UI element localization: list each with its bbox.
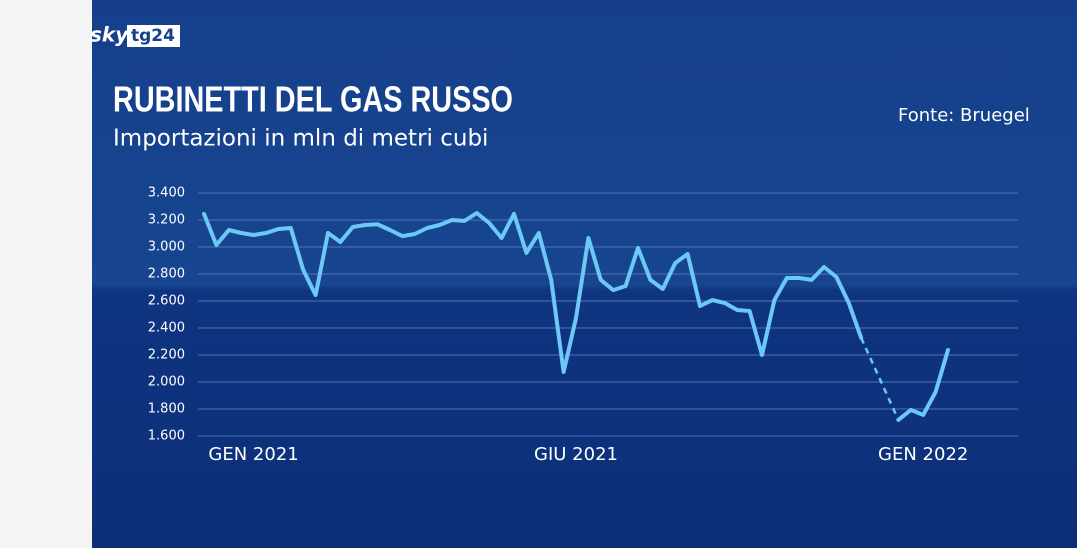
chart-title: RUBINETTI DEL GAS RUSSO: [113, 79, 513, 120]
y-tick-label: 2.200: [148, 348, 185, 363]
logo-brand: sky: [90, 23, 129, 47]
y-tick-label: 1.600: [148, 429, 185, 444]
y-tick-label: 2.000: [148, 375, 185, 390]
logo-channel: tg24: [131, 26, 175, 46]
y-tick-label: 2.800: [148, 267, 185, 282]
source: Fonte: Bruegel: [898, 105, 1030, 126]
y-tick-label: 3.200: [148, 213, 185, 228]
x-tick-label: GEN 2021: [208, 444, 298, 465]
x-tick-label: GEN 2022: [878, 444, 968, 465]
y-tick-label: 2.600: [148, 294, 185, 309]
y-tick-label: 2.400: [148, 321, 185, 336]
x-tick-label: GIU 2021: [534, 444, 618, 465]
data-line: [896, 348, 950, 422]
y-tick-label: 3.400: [148, 186, 185, 201]
y-tick-label: 1.800: [148, 402, 185, 417]
logo-box: [127, 25, 180, 47]
gap-bridge: [860, 337, 900, 421]
data-line: [202, 211, 864, 374]
y-tick-label: 3.000: [148, 240, 185, 255]
plot: 1.600 1.800 2.000 2.200 2.400 2.600 2.800 3.000…: [148, 186, 1018, 465]
chart-subtitle: Importazioni in mln di metri cubi: [113, 126, 488, 152]
side-strip: [0, 0, 92, 548]
